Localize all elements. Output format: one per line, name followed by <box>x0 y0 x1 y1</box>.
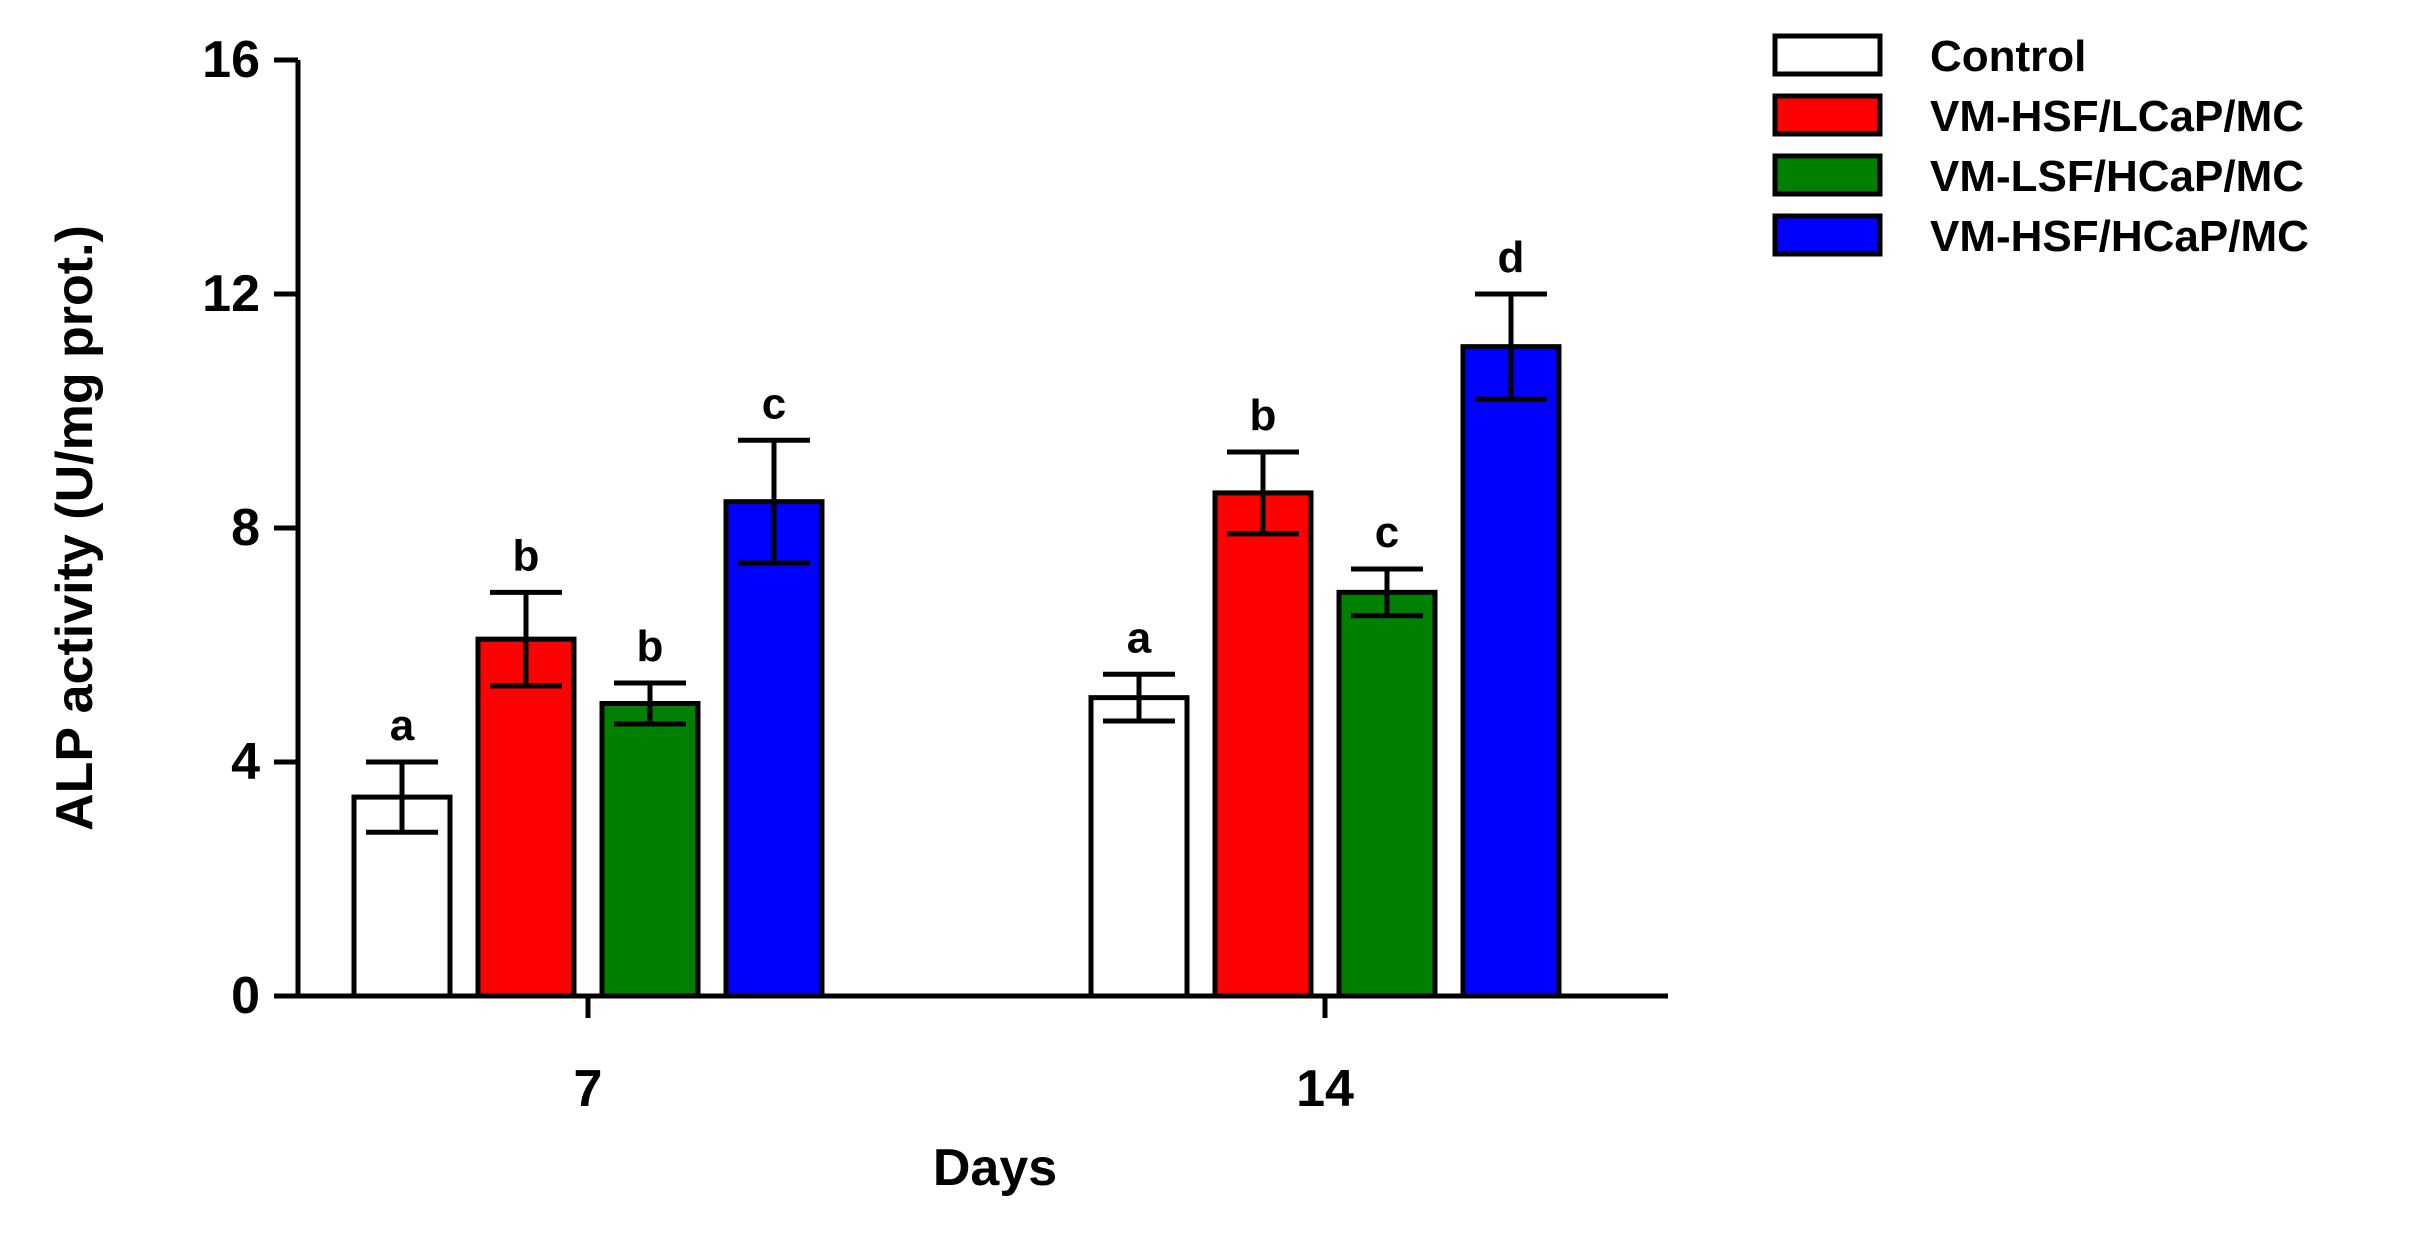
y-axis-title: ALP activity (U/mg prot.) <box>46 225 104 831</box>
legend-swatch <box>1772 213 1883 257</box>
significance-label: a <box>390 701 415 750</box>
bars <box>351 344 1562 999</box>
legend-swatch <box>1772 153 1883 197</box>
significance-label: c <box>1375 508 1399 557</box>
bar <box>1212 490 1314 999</box>
significance-label: a <box>1127 613 1152 662</box>
y-tick-label: 0 <box>231 967 260 1025</box>
legend-label: VM-HSF/LCaP/MC <box>1930 92 2304 141</box>
significance-label: b <box>637 622 664 671</box>
error-bars <box>366 291 1547 835</box>
y-tick-label: 16 <box>202 31 260 89</box>
legend-swatch <box>1772 33 1883 77</box>
y-tick-label: 12 <box>202 265 260 323</box>
bar <box>475 636 577 999</box>
bar <box>723 499 825 999</box>
legend-label: Control <box>1930 32 2086 81</box>
legend: Control VM-HSF/LCaP/MC VM-LSF/HCaP/MC VM-HS… <box>1772 32 2309 261</box>
legend-swatch <box>1772 93 1883 137</box>
legend-label: VM-HSF/HCaP/MC <box>1930 212 2309 261</box>
significance-labels: a b b c a b c d <box>390 233 1525 750</box>
significance-label: b <box>513 531 540 580</box>
significance-label: c <box>762 379 786 428</box>
bar <box>1460 344 1562 999</box>
y-tick-label: 8 <box>231 499 260 557</box>
y-tick-label: 4 <box>231 733 260 791</box>
significance-label: d <box>1498 233 1525 282</box>
x-tick-label: 14 <box>1296 1060 1354 1118</box>
x-axis-title: Days <box>933 1139 1057 1197</box>
bar <box>1088 695 1190 999</box>
significance-label: b <box>1250 391 1277 440</box>
bar <box>599 701 701 999</box>
legend-label: VM-LSF/HCaP/MC <box>1930 152 2304 201</box>
bar <box>1336 589 1438 999</box>
x-tick-label: 7 <box>574 1060 603 1118</box>
